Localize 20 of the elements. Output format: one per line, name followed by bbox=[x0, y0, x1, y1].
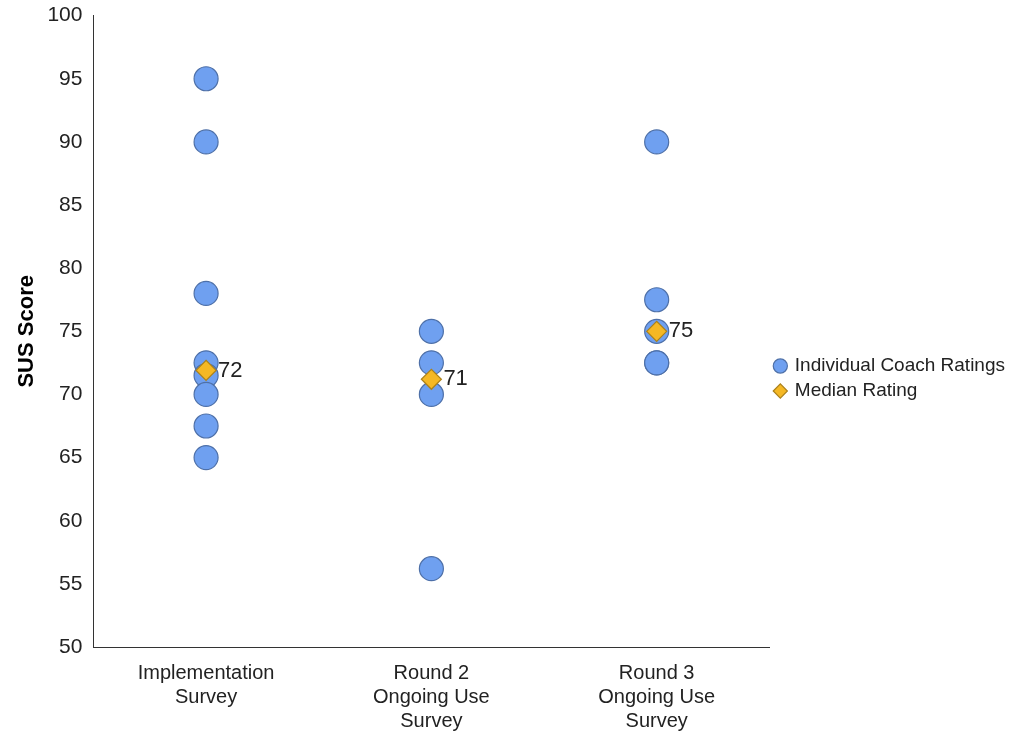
y-tick-label: 70 bbox=[59, 381, 83, 405]
x-tick-label: Round 3 Ongoing Use Survey bbox=[598, 660, 716, 731]
y-tick-label: 85 bbox=[59, 191, 83, 215]
y-tick-label: 65 bbox=[59, 444, 83, 468]
y-tick-label: 60 bbox=[59, 507, 83, 531]
y-tick-label: 80 bbox=[59, 254, 83, 278]
y-tick-label: 90 bbox=[59, 128, 83, 152]
legend-label: Median Rating bbox=[794, 379, 918, 401]
y-tick-label: 95 bbox=[59, 65, 83, 89]
data-label: 72 bbox=[218, 356, 243, 382]
data-label: 71 bbox=[443, 365, 468, 391]
y-tick-label: 75 bbox=[59, 318, 83, 342]
y-tick-label: 55 bbox=[59, 570, 83, 594]
x-tick-label: Implementation Survey bbox=[137, 660, 275, 707]
y-tick-label: 50 bbox=[59, 633, 83, 657]
legend-label: Individual Coach Ratings bbox=[794, 354, 1006, 376]
x-tick-label: Round 2 Ongoing Use Survey bbox=[373, 660, 490, 731]
data-label: 75 bbox=[668, 317, 694, 343]
y-axis-title: SUS Score bbox=[13, 275, 39, 388]
y-tick-label: 100 bbox=[47, 2, 83, 26]
